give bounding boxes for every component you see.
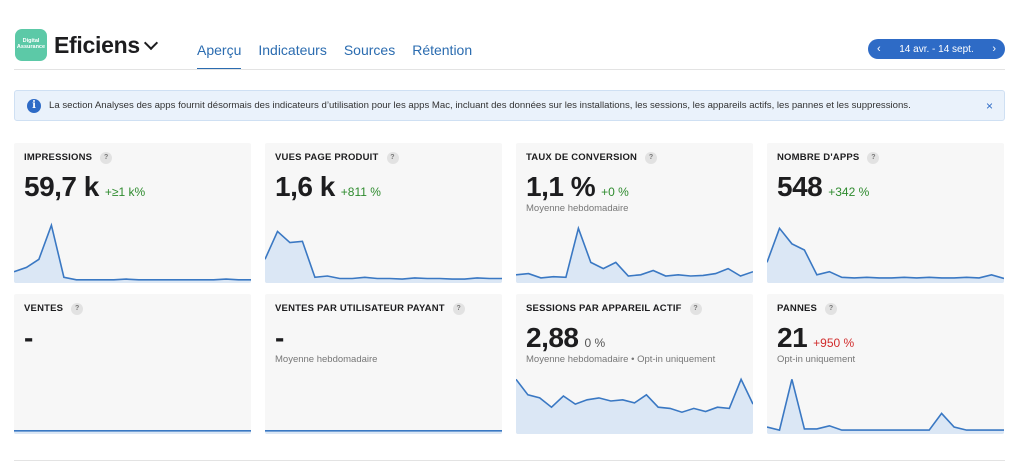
metric-title-label: VUES PAGE PRODUIT bbox=[275, 152, 379, 163]
app-name: Eficiens bbox=[54, 32, 140, 58]
metric-title-label: PANNES bbox=[777, 303, 818, 314]
help-icon[interactable]: ? bbox=[825, 303, 838, 315]
chevron-left-icon[interactable]: ‹ bbox=[877, 43, 881, 55]
metric-value: 1,1 % bbox=[526, 171, 596, 202]
metric-subtitle: Moyenne hebdomadaire bbox=[275, 354, 378, 365]
metric-change: +342 % bbox=[828, 185, 870, 199]
metric-value: 59,7 k bbox=[24, 171, 99, 202]
header: Digital Assurance Eficiens Aperçu Indica… bbox=[0, 0, 1024, 70]
tab-bar: Aperçu Indicateurs Sources Rétention bbox=[197, 42, 489, 70]
sparkline-chart bbox=[516, 225, 753, 283]
metric-subtitle: Moyenne hebdomadaire bbox=[526, 203, 629, 214]
metric-title-label: VENTES bbox=[24, 303, 64, 314]
app-icon-text-2: Assurance bbox=[16, 44, 46, 50]
help-icon[interactable]: ? bbox=[645, 152, 658, 164]
close-icon[interactable]: × bbox=[985, 99, 993, 113]
metric-title: VENTES PAR UTILISATEUR PAYANT? bbox=[275, 303, 465, 315]
metric-card-sessions-par-appareil-actif[interactable]: SESSIONS PAR APPAREIL ACTIF? 2,88 0 % Moyen… bbox=[516, 294, 753, 434]
sparkline-chart bbox=[767, 379, 1004, 434]
help-icon[interactable]: ? bbox=[452, 303, 465, 315]
metric-change: +0 % bbox=[601, 185, 629, 199]
metric-title-label: SESSIONS PAR APPAREIL ACTIF bbox=[526, 303, 682, 314]
help-icon[interactable]: ? bbox=[386, 152, 399, 164]
help-icon[interactable]: ? bbox=[100, 152, 113, 164]
sparkline-chart bbox=[14, 222, 251, 283]
metric-value-row: 1,1 % +0 % bbox=[526, 171, 629, 203]
sparkline-chart bbox=[265, 430, 502, 434]
metric-card-nombre-d-apps[interactable]: NOMBRE D'APPS? 548 +342 % bbox=[767, 143, 1004, 283]
metric-card-ventes[interactable]: VENTES? - bbox=[14, 294, 251, 434]
metric-title-label: NOMBRE D'APPS bbox=[777, 152, 860, 163]
metric-value-row: 59,7 k +≥1 k% bbox=[24, 171, 145, 203]
metric-subtitle: Opt-in uniquement bbox=[777, 354, 856, 365]
header-divider bbox=[14, 69, 1005, 70]
sparkline-line bbox=[516, 377, 753, 414]
help-icon[interactable]: ? bbox=[71, 303, 84, 315]
metric-value: 548 bbox=[777, 171, 823, 202]
metric-card-taux-de-conversion[interactable]: TAUX DE CONVERSION? 1,1 % +0 % Moyenne hebd… bbox=[516, 143, 753, 283]
metric-value-row: - bbox=[275, 322, 284, 354]
metric-title: VENTES? bbox=[24, 303, 84, 315]
tab-apercu[interactable]: Aperçu bbox=[197, 42, 242, 70]
metric-card-vues-page-produit[interactable]: VUES PAGE PRODUIT? 1,6 k +811 % bbox=[265, 143, 502, 283]
sparkline-line bbox=[516, 225, 753, 279]
metric-card-ventes-par-utilisateur-payant[interactable]: VENTES PAR UTILISATEUR PAYANT? - Moyenne h… bbox=[265, 294, 502, 434]
metric-value-row: 548 +342 % bbox=[777, 171, 869, 203]
banner-text: La section Analyses des apps fournit dés… bbox=[49, 100, 911, 111]
sparkline-line bbox=[265, 230, 502, 280]
sparkline-chart bbox=[516, 377, 753, 434]
metric-value: 21 bbox=[777, 322, 808, 353]
metric-title: PANNES? bbox=[777, 303, 838, 315]
sparkline-chart bbox=[14, 430, 251, 434]
date-range-label[interactable]: 14 avr. - 14 sept. bbox=[899, 43, 974, 55]
app-icon-text-1: Digital bbox=[22, 38, 40, 44]
metric-title-label: VENTES PAR UTILISATEUR PAYANT bbox=[275, 303, 445, 314]
metric-title-label: IMPRESSIONS bbox=[24, 152, 93, 163]
metric-value-row: 21 +950 % bbox=[777, 322, 854, 354]
metric-change: 0 % bbox=[584, 336, 606, 350]
sparkline-area bbox=[767, 228, 1004, 283]
app-switcher[interactable]: Eficiens bbox=[54, 32, 158, 59]
help-icon[interactable]: ? bbox=[867, 152, 880, 164]
tab-sources[interactable]: Sources bbox=[343, 42, 396, 58]
metric-value: - bbox=[275, 322, 284, 353]
metric-subtitle: Moyenne hebdomadaire • Opt-in uniquement bbox=[526, 354, 716, 365]
sparkline-area bbox=[767, 379, 1004, 434]
sparkline-line bbox=[767, 379, 1004, 432]
metric-change: +811 % bbox=[340, 185, 381, 199]
metric-title: VUES PAGE PRODUIT? bbox=[275, 152, 399, 164]
sparkline-area bbox=[516, 379, 753, 434]
chevron-right-icon[interactable]: › bbox=[992, 43, 996, 55]
metric-value: 2,88 bbox=[526, 322, 579, 353]
chevron-down-icon bbox=[143, 35, 158, 51]
sparkline-area bbox=[265, 231, 502, 283]
date-range-picker[interactable]: ‹ 14 avr. - 14 sept. › bbox=[868, 39, 1005, 59]
app-icon[interactable]: Digital Assurance bbox=[15, 29, 47, 61]
metric-title: IMPRESSIONS? bbox=[24, 152, 113, 164]
tab-indicateurs[interactable]: Indicateurs bbox=[258, 42, 327, 58]
tab-retention[interactable]: Rétention bbox=[412, 42, 473, 58]
metric-title-label: TAUX DE CONVERSION bbox=[526, 152, 638, 163]
metric-value: - bbox=[24, 322, 33, 353]
help-icon[interactable]: ? bbox=[689, 303, 702, 315]
metric-change: +950 % bbox=[813, 336, 855, 350]
info-banner: i La section Analyses des apps fournit d… bbox=[14, 90, 1005, 121]
sparkline-line bbox=[14, 222, 251, 281]
info-icon: i bbox=[27, 98, 41, 113]
metric-title: NOMBRE D'APPS? bbox=[777, 152, 880, 164]
metric-value-row: 1,6 k +811 % bbox=[275, 171, 381, 203]
metric-change: +≥1 k% bbox=[104, 185, 146, 199]
sparkline-line bbox=[767, 226, 1004, 280]
metric-title: TAUX DE CONVERSION? bbox=[526, 152, 658, 164]
metric-title: SESSIONS PAR APPAREIL ACTIF? bbox=[526, 303, 702, 315]
metric-value: 1,6 k bbox=[275, 171, 335, 202]
footer-divider bbox=[14, 460, 1005, 461]
metric-value-row: 2,88 0 % bbox=[526, 322, 605, 354]
sparkline-chart bbox=[767, 226, 1004, 283]
metric-value-row: - bbox=[24, 322, 33, 354]
metric-card-pannes[interactable]: PANNES? 21 +950 % Opt-in uniquement bbox=[767, 294, 1004, 434]
sparkline-chart bbox=[265, 230, 502, 283]
sparkline-area bbox=[14, 225, 251, 283]
metric-card-impressions[interactable]: IMPRESSIONS? 59,7 k +≥1 k% bbox=[14, 143, 251, 283]
